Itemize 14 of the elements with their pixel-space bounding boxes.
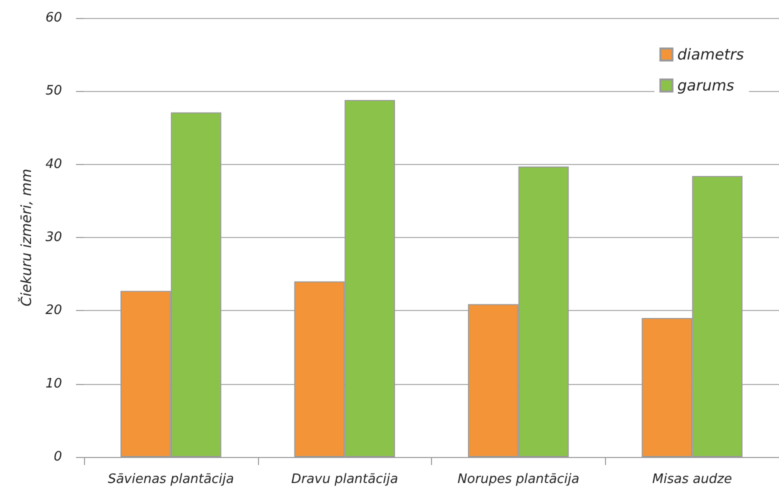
y-tick-label: 20: [45, 303, 62, 318]
y-tick-label: 30: [45, 230, 62, 245]
x-tick-label: Misas audze: [652, 472, 732, 487]
legend-label: diametrs: [677, 46, 744, 64]
x-tick-label: Norupes plantācija: [457, 472, 580, 487]
x-tick-label: Dravu plantācija: [291, 472, 398, 487]
y-tick-label: 50: [45, 84, 62, 99]
y-tick-label: 40: [45, 156, 62, 172]
y-tick-label: 0: [54, 450, 62, 464]
y-axis-title: Čiekuru izmēri, mm: [18, 168, 35, 306]
y-tick-label: 10: [45, 376, 62, 392]
x-tick-label: Sāvienas plantācija: [108, 472, 234, 487]
y-tick-label: 60: [45, 10, 62, 26]
legend-label: garums: [677, 76, 734, 94]
